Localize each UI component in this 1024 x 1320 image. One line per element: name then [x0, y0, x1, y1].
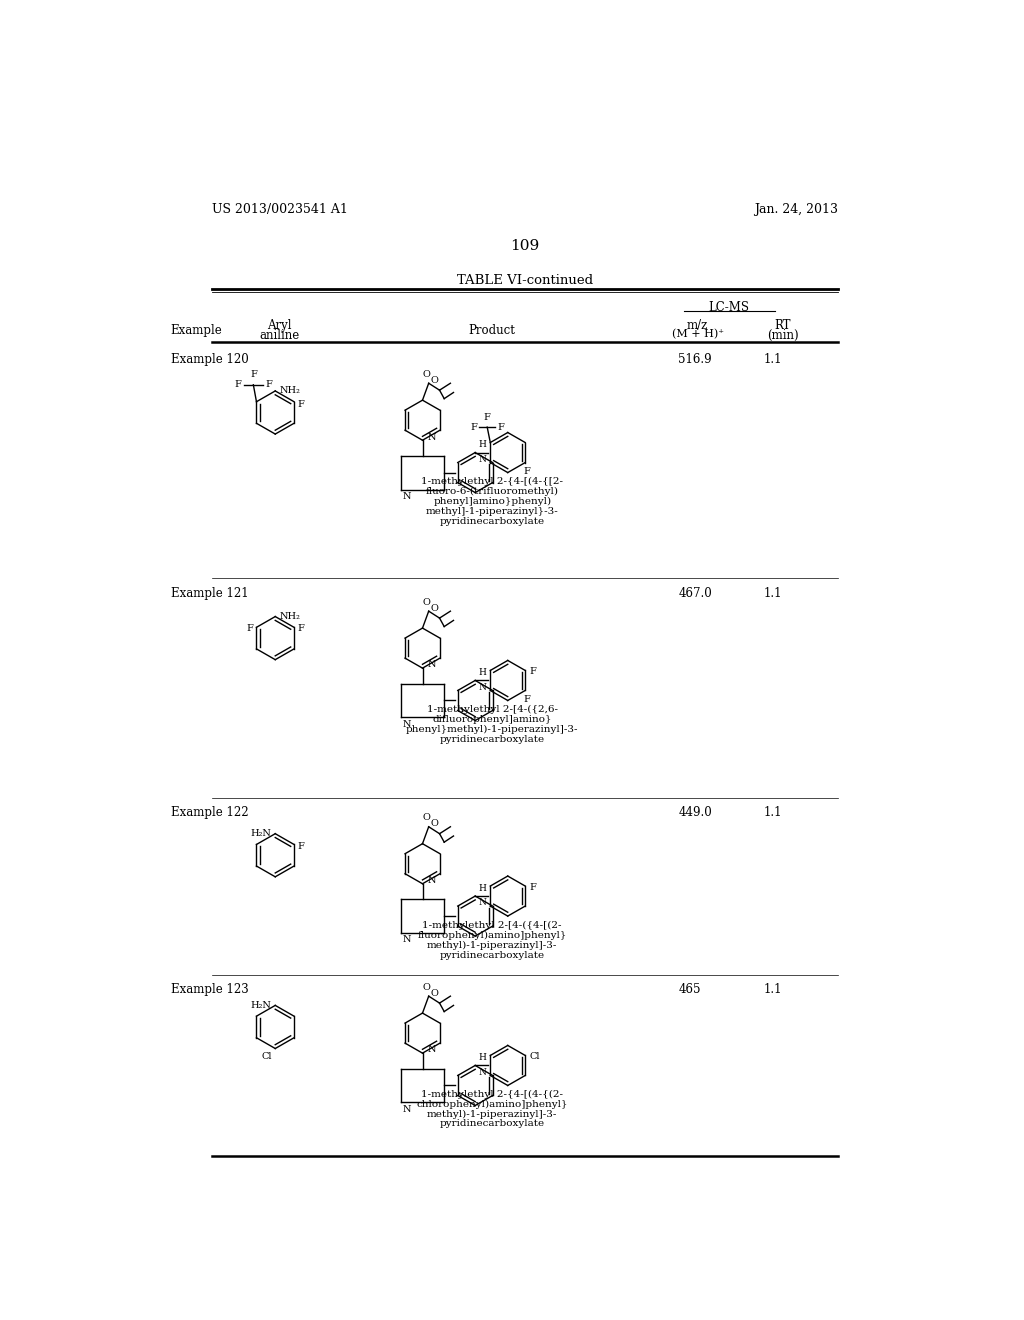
Text: chlorophenyl)amino]phenyl}: chlorophenyl)amino]phenyl}: [417, 1100, 568, 1109]
Text: 449.0: 449.0: [678, 807, 712, 818]
Text: H₂N: H₂N: [251, 1001, 271, 1010]
Text: 109: 109: [510, 239, 540, 253]
Text: Jan. 24, 2013: Jan. 24, 2013: [754, 203, 838, 216]
Text: 467.0: 467.0: [678, 586, 712, 599]
Text: LC-MS: LC-MS: [709, 301, 750, 314]
Text: O: O: [423, 598, 430, 607]
Text: (min): (min): [767, 330, 799, 342]
Text: F: F: [247, 624, 253, 634]
Text: F: F: [483, 413, 490, 422]
Text: H₂N: H₂N: [251, 829, 271, 838]
Text: O: O: [431, 820, 439, 829]
Text: 1-methylethyl 2-[4-({2,6-: 1-methylethyl 2-[4-({2,6-: [427, 705, 558, 714]
Text: pyridinecarboxylate: pyridinecarboxylate: [439, 1119, 545, 1129]
Text: N: N: [402, 492, 411, 500]
Text: N: N: [428, 1045, 436, 1055]
Text: US 2013/0023541 A1: US 2013/0023541 A1: [212, 203, 347, 216]
Text: F: F: [297, 624, 304, 634]
Text: F: F: [498, 422, 504, 432]
Text: (M + H)⁺: (M + H)⁺: [672, 330, 724, 339]
Text: Example 123: Example 123: [171, 983, 249, 997]
Text: N: N: [478, 455, 486, 463]
Text: O: O: [431, 989, 439, 998]
Text: Aryl: Aryl: [267, 318, 292, 331]
Text: F: F: [523, 696, 530, 704]
Text: N: N: [402, 936, 411, 944]
Text: F: F: [265, 380, 271, 389]
Text: H: H: [478, 668, 486, 677]
Text: pyridinecarboxylate: pyridinecarboxylate: [439, 517, 545, 527]
Text: 1-methylethyl 2-[4-({4-[(2-: 1-methylethyl 2-[4-({4-[(2-: [423, 921, 562, 929]
Text: Example 120: Example 120: [171, 354, 249, 366]
Text: F: F: [297, 842, 304, 851]
Text: N: N: [478, 682, 486, 692]
Text: N: N: [478, 899, 486, 907]
Text: 1-methylethyl 2-{4-[(4-{[2-: 1-methylethyl 2-{4-[(4-{[2-: [421, 478, 563, 486]
Text: N: N: [428, 433, 436, 441]
Text: phenyl]amino}phenyl): phenyl]amino}phenyl): [433, 498, 551, 507]
Text: 1-methylethyl 2-{4-[(4-{(2-: 1-methylethyl 2-{4-[(4-{(2-: [421, 1089, 563, 1098]
Text: N: N: [402, 1105, 411, 1114]
Text: 1.1: 1.1: [764, 354, 782, 366]
Text: 465: 465: [678, 983, 700, 997]
Text: H: H: [478, 1053, 486, 1063]
Text: O: O: [431, 603, 439, 612]
Text: F: F: [297, 400, 304, 408]
Text: 1.1: 1.1: [764, 586, 782, 599]
Text: fluorophenyl)amino]phenyl}: fluorophenyl)amino]phenyl}: [418, 931, 567, 940]
Text: aniline: aniline: [259, 330, 299, 342]
Text: 516.9: 516.9: [678, 354, 712, 366]
Text: O: O: [423, 370, 430, 379]
Text: H: H: [478, 884, 486, 892]
Text: pyridinecarboxylate: pyridinecarboxylate: [439, 950, 545, 960]
Text: TABLE VI-continued: TABLE VI-continued: [457, 275, 593, 286]
Text: Example: Example: [171, 323, 222, 337]
Text: O: O: [423, 982, 430, 991]
Text: NH₂: NH₂: [280, 387, 301, 396]
Text: fluoro-6-(trifluoromethyl): fluoro-6-(trifluoromethyl): [426, 487, 559, 496]
Text: N: N: [402, 719, 411, 729]
Text: O: O: [423, 813, 430, 822]
Text: difluorophenyl]amino}: difluorophenyl]amino}: [432, 715, 552, 725]
Text: methyl]-1-piperazinyl}-3-: methyl]-1-piperazinyl}-3-: [426, 507, 559, 516]
Text: 1.1: 1.1: [764, 983, 782, 997]
Text: F: F: [250, 371, 257, 379]
Text: N: N: [478, 1068, 486, 1077]
Text: N: N: [428, 876, 436, 884]
Text: pyridinecarboxylate: pyridinecarboxylate: [439, 735, 545, 744]
Text: H: H: [478, 441, 486, 449]
Text: NH₂: NH₂: [280, 612, 301, 620]
Text: Product: Product: [469, 323, 516, 337]
Text: F: F: [470, 422, 477, 432]
Text: methyl)-1-piperazinyl]-3-: methyl)-1-piperazinyl]-3-: [427, 1109, 557, 1118]
Text: N: N: [428, 660, 436, 669]
Text: m/z: m/z: [687, 318, 709, 331]
Text: F: F: [529, 668, 537, 676]
Text: F: F: [529, 883, 537, 892]
Text: F: F: [523, 467, 530, 477]
Text: Cl: Cl: [529, 1052, 541, 1061]
Text: F: F: [234, 380, 242, 389]
Text: Example 121: Example 121: [171, 586, 248, 599]
Text: Example 122: Example 122: [171, 807, 248, 818]
Text: Cl: Cl: [262, 1052, 272, 1060]
Text: methyl)-1-piperazinyl]-3-: methyl)-1-piperazinyl]-3-: [427, 941, 557, 950]
Text: O: O: [431, 376, 439, 385]
Text: RT: RT: [774, 318, 792, 331]
Text: 1.1: 1.1: [764, 807, 782, 818]
Text: phenyl}methyl)-1-piperazinyl]-3-: phenyl}methyl)-1-piperazinyl]-3-: [406, 725, 579, 734]
